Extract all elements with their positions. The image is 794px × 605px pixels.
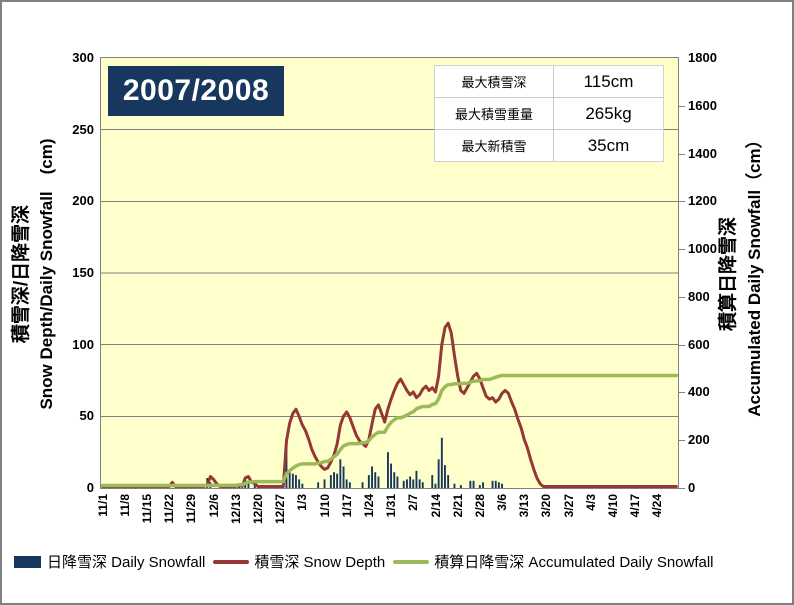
stats-row-max-weight: 最大積雪重量 265kg bbox=[435, 98, 663, 130]
right-axis-tick-label: 1200 bbox=[688, 193, 717, 209]
left-axis-tick-label: 0 bbox=[86, 480, 94, 495]
left-axis-tick-label: 50 bbox=[79, 408, 94, 424]
chart-canvas bbox=[101, 129, 678, 488]
right-axis-tick-mark bbox=[679, 344, 685, 346]
left-axis-tick-label: 300 bbox=[72, 50, 94, 65]
red-line-swatch-icon bbox=[213, 559, 250, 564]
left-axis-tick-label: 250 bbox=[72, 121, 94, 137]
right-axis-tick-label: 1000 bbox=[688, 241, 717, 257]
right-axis-tick-label: 600 bbox=[688, 336, 710, 352]
chart-legend: 日降雪深 Daily Snowfall 積雪深 Snow Depth 積算日降雪… bbox=[14, 551, 722, 572]
legend-item-daily-snowfall: 日降雪深 Daily Snowfall bbox=[14, 551, 205, 572]
left-axis-title-japanese: 積雪深/日降雪深 bbox=[11, 204, 32, 344]
right-axis-tick-mark bbox=[679, 296, 685, 298]
right-axis-tick-label: 800 bbox=[688, 288, 710, 304]
bar-swatch-icon bbox=[14, 555, 41, 568]
right-axis-tick-label: 1400 bbox=[688, 145, 717, 161]
left-axis-tick-label: 200 bbox=[72, 193, 94, 209]
right-axis-tick-mark bbox=[679, 249, 685, 251]
right-axis-tick-label: 1800 bbox=[688, 50, 717, 65]
right-axis-tick-mark bbox=[679, 201, 685, 203]
right-axis-tick-mark bbox=[679, 440, 685, 442]
legend-label: 日降雪深 Daily Snowfall bbox=[47, 554, 206, 571]
legend-label: 積算日降雪深 Accumulated Daily Snowfall bbox=[434, 554, 714, 571]
right-axis-tick-label: 1600 bbox=[688, 97, 717, 113]
right-axis-tick-label: 400 bbox=[688, 384, 710, 400]
right-axis-tick-mark bbox=[679, 153, 685, 155]
right-axis-tick-label: 200 bbox=[688, 432, 710, 448]
right-axis-tick-mark bbox=[679, 488, 685, 489]
legend-label: 積雪深 Snow Depth bbox=[254, 554, 386, 571]
left-axis-tick-label: 150 bbox=[72, 265, 94, 280]
stats-value: 265kg bbox=[585, 103, 632, 123]
stats-value: 35cm bbox=[587, 135, 630, 155]
stats-row-max-depth: 最大積雪深 115cm bbox=[435, 66, 663, 98]
stats-label: 最大積雪重量 bbox=[435, 98, 554, 129]
right-axis-tick-label: 0 bbox=[688, 480, 696, 495]
legend-item-accumulated: 積算日降雪深 Accumulated Daily Snowfall bbox=[393, 551, 714, 572]
right-axis-tick-mark bbox=[679, 105, 685, 107]
legend-item-snow-depth: 積雪深 Snow Depth bbox=[213, 551, 385, 572]
stats-value: 115cm bbox=[583, 71, 634, 91]
stats-label: 最大新積雪 bbox=[435, 130, 554, 161]
green-line-swatch-icon bbox=[393, 559, 430, 564]
stats-row-max-new-snow: 最大新積雪 35cm bbox=[435, 130, 663, 161]
right-axis-title-japanese: 積算日降雪深 bbox=[718, 217, 739, 332]
right-axis-title-english: Accumulated Daily Snowfall（cm） bbox=[745, 131, 764, 417]
right-axis-tick-mark bbox=[679, 392, 685, 394]
season-title: 2007/2008 bbox=[108, 66, 284, 116]
stats-label: 最大積雪深 bbox=[435, 66, 554, 97]
stats-table: 最大積雪深 115cm 最大積雪重量 265kg 最大新積雪 35cm bbox=[434, 65, 664, 162]
left-axis-tick-label: 100 bbox=[72, 336, 94, 352]
